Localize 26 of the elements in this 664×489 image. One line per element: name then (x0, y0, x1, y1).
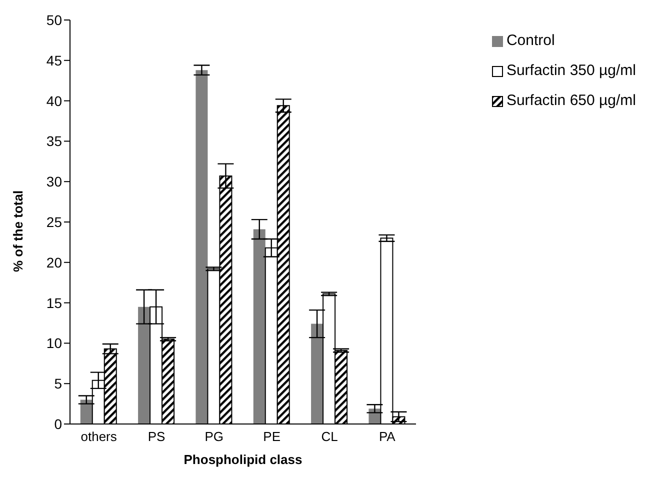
legend-label: Surfactin 350 µg/ml (506, 61, 636, 81)
y-tick-label: 45 (46, 52, 62, 68)
x-axis-title: Phospholipid class (184, 452, 302, 467)
y-tick-label: 35 (46, 133, 62, 150)
y-tick-label: 0 (54, 416, 62, 432)
y-tick-label: 50 (46, 12, 62, 28)
y-tick-label: 10 (46, 335, 62, 352)
legend-label: Control (506, 31, 555, 51)
bar (138, 306, 150, 424)
x-tick-label: PS (148, 429, 166, 444)
x-tick-label: PA (378, 429, 396, 444)
y-tick-label: 25 (46, 214, 62, 230)
y-axis-title: % of the total (10, 190, 26, 272)
y-tick-label: 30 (46, 174, 62, 190)
y-tick-label: 5 (54, 376, 62, 392)
x-tick-label: PG (204, 429, 224, 444)
y-tick-label: 40 (46, 92, 62, 109)
x-tick-label: others (80, 429, 118, 444)
bar (253, 229, 266, 424)
x-tick-label: PE (263, 429, 281, 444)
bar (311, 324, 324, 424)
y-tick-label: 20 (46, 254, 62, 270)
y-tick-label: 15 (46, 294, 62, 311)
bar (196, 70, 208, 424)
x-tick-label: CL (321, 429, 338, 444)
legend-label: Surfactin 650 µg/ml (506, 91, 636, 111)
